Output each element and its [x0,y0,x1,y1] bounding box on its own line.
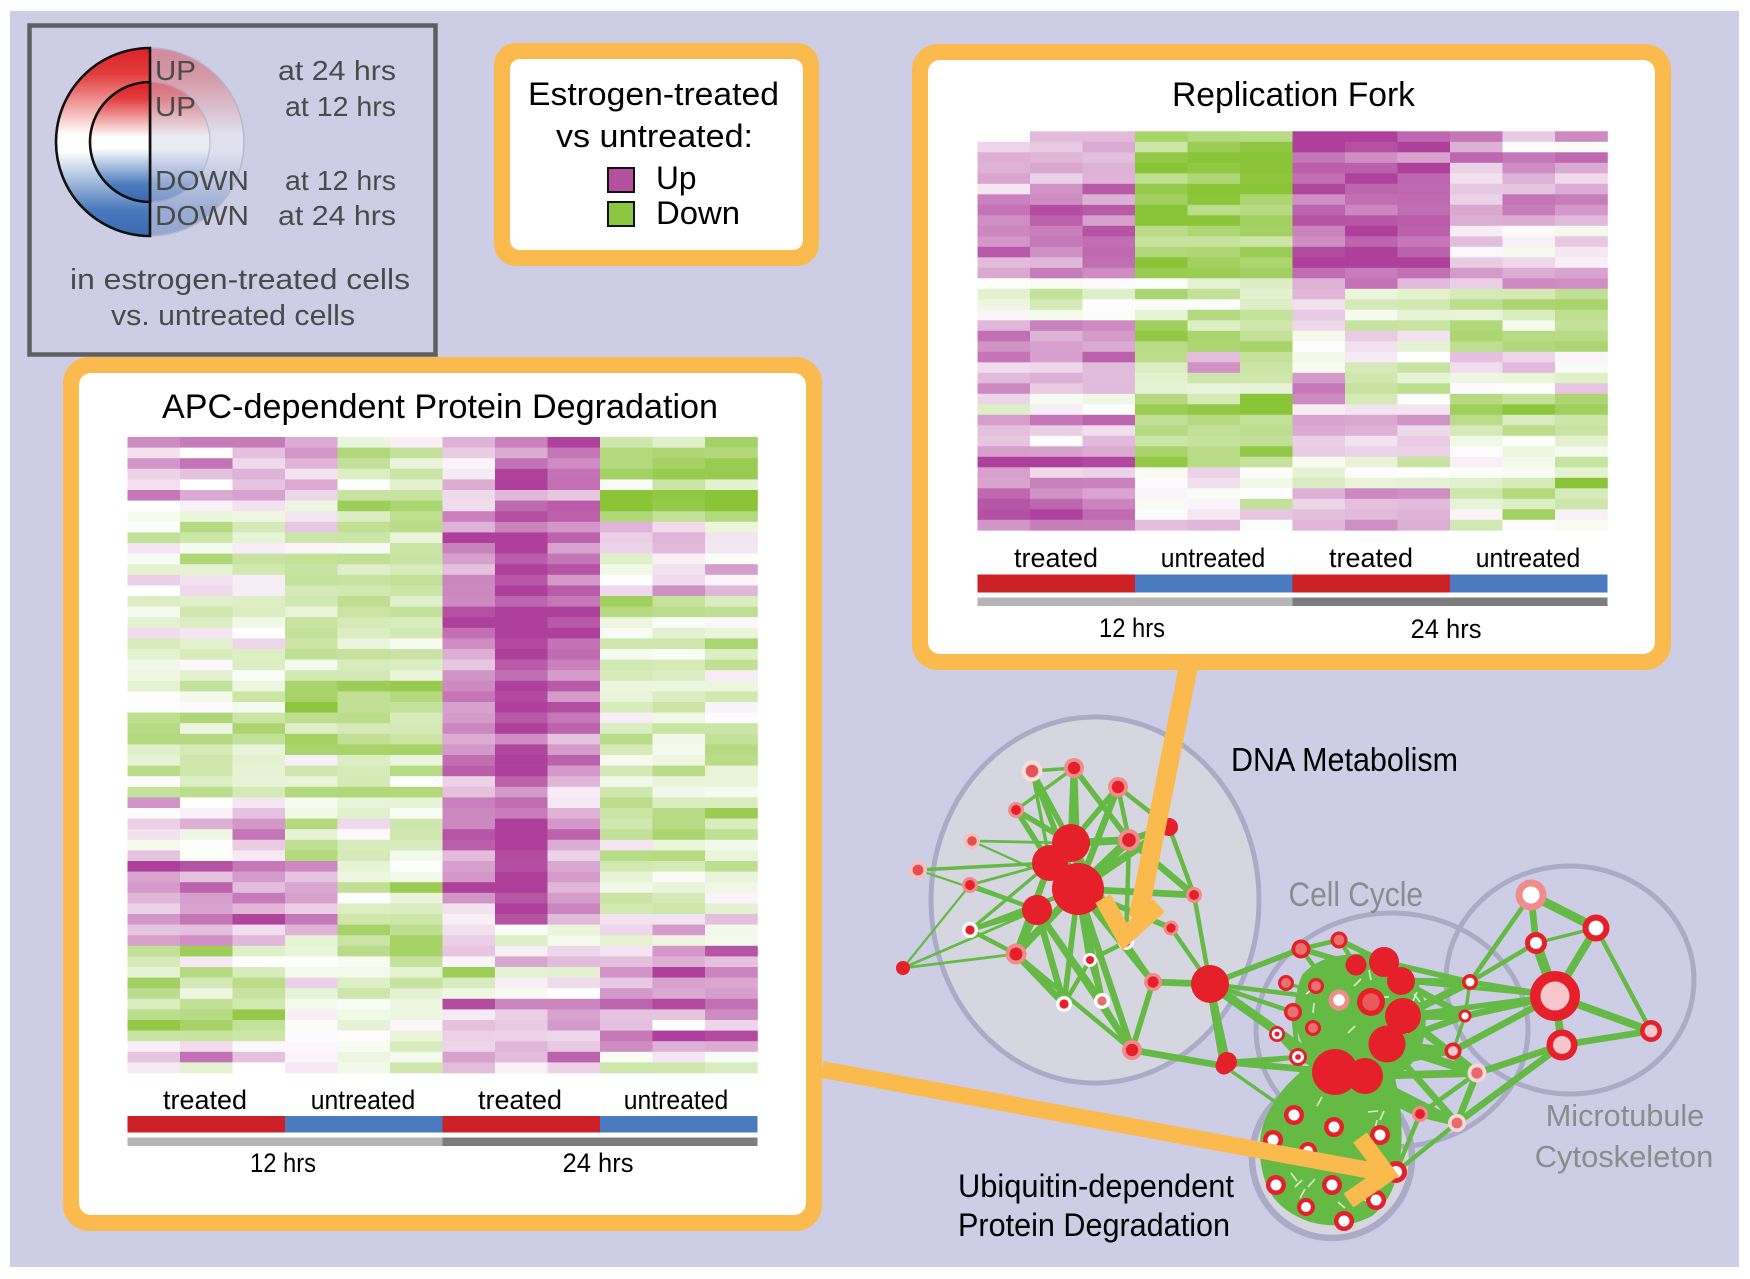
svg-text:APC-dependent Protein Degradat: APC-dependent Protein Degradation [162,388,718,426]
svg-text:treated: treated [163,1085,247,1115]
svg-text:DOWN: DOWN [155,200,249,231]
svg-text:untreated: untreated [1476,543,1581,573]
svg-text:in estrogen-treated cells: in estrogen-treated cells [70,264,410,296]
svg-text:Down: Down [656,195,740,231]
svg-text:24 hrs: 24 hrs [563,1148,634,1178]
svg-text:at 12 hrs: at 12 hrs [285,165,396,196]
svg-text:Cytoskeleton: Cytoskeleton [1535,1139,1714,1174]
svg-text:at 12 hrs: at 12 hrs [285,91,396,122]
svg-text:treated: treated [1014,543,1098,573]
svg-text:vs. untreated cells: vs. untreated cells [111,300,355,332]
svg-text:treated: treated [1329,543,1413,573]
svg-text:DOWN: DOWN [155,165,249,196]
svg-text:Ubiquitin-dependent: Ubiquitin-dependent [958,1168,1234,1204]
svg-text:Cell Cycle: Cell Cycle [1289,876,1424,914]
svg-text:12 hrs: 12 hrs [250,1148,316,1178]
svg-text:Replication Fork: Replication Fork [1172,76,1416,114]
svg-text:24 hrs: 24 hrs [1411,614,1482,644]
svg-text:Protein Degradation: Protein Degradation [958,1207,1230,1243]
svg-text:Microtubule: Microtubule [1546,1098,1705,1133]
svg-text:UP: UP [155,91,196,122]
svg-text:at 24 hrs: at 24 hrs [278,55,396,86]
svg-text:treated: treated [478,1085,562,1115]
svg-text:Estrogen-treated: Estrogen-treated [528,76,779,112]
svg-text:at 24 hrs: at 24 hrs [278,200,396,231]
svg-text:untreated: untreated [311,1085,416,1115]
svg-text:12 hrs: 12 hrs [1099,613,1165,643]
svg-text:vs untreated:: vs untreated: [556,118,753,154]
svg-text:UP: UP [155,55,196,86]
svg-text:untreated: untreated [1161,543,1266,573]
svg-text:untreated: untreated [624,1085,729,1115]
svg-text:Up: Up [656,160,697,196]
svg-text:DNA Metabolism: DNA Metabolism [1231,741,1458,778]
